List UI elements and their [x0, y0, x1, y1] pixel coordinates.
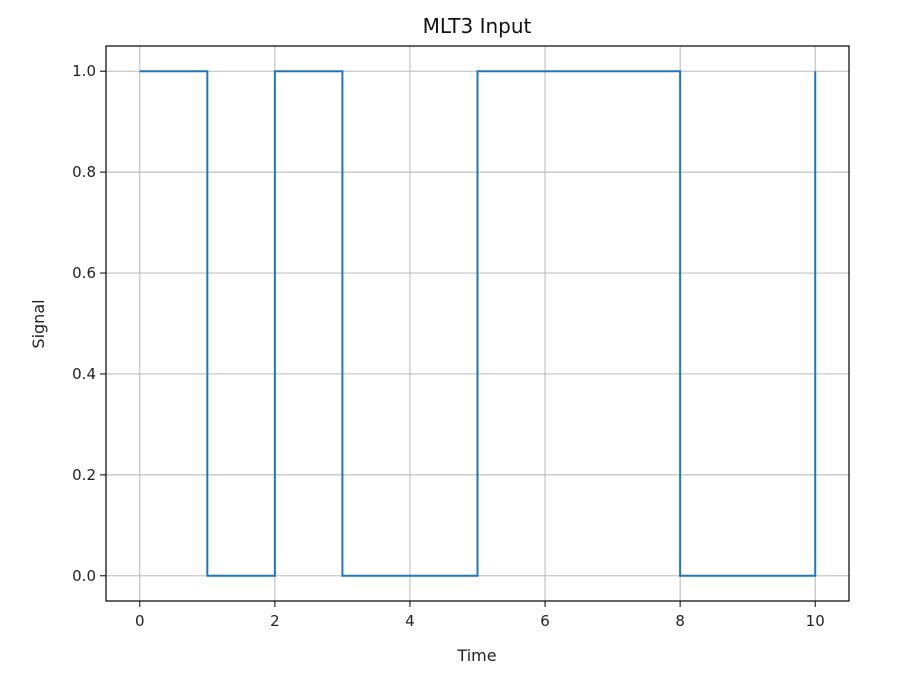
y-tick-label: 0.0: [72, 567, 96, 585]
x-tick-label: 2: [270, 612, 280, 630]
y-tick-label: 0.6: [72, 264, 96, 282]
ticks: 0 2 4 6 8 10 0.0 0.2 0.4 0.6 0.8 1.0: [72, 62, 825, 630]
x-tick-label: 4: [405, 612, 415, 630]
x-axis-label: Time: [456, 646, 496, 665]
y-axis-label: Signal: [29, 299, 48, 348]
y-tick-label: 0.2: [72, 466, 96, 484]
plot-frame: [105, 45, 850, 602]
x-tick-label: 0: [135, 612, 145, 630]
y-tick-label: 0.8: [72, 163, 96, 181]
x-tick-label: 10: [806, 612, 825, 630]
chart-title: MLT3 Input: [423, 14, 532, 38]
x-tick-label: 8: [675, 612, 685, 630]
y-tick-label: 0.4: [72, 365, 96, 383]
x-tick-label: 6: [540, 612, 550, 630]
series-layer: [139, 70, 817, 577]
signal-line: [139, 70, 817, 577]
y-tick-label: 1.0: [72, 62, 96, 80]
